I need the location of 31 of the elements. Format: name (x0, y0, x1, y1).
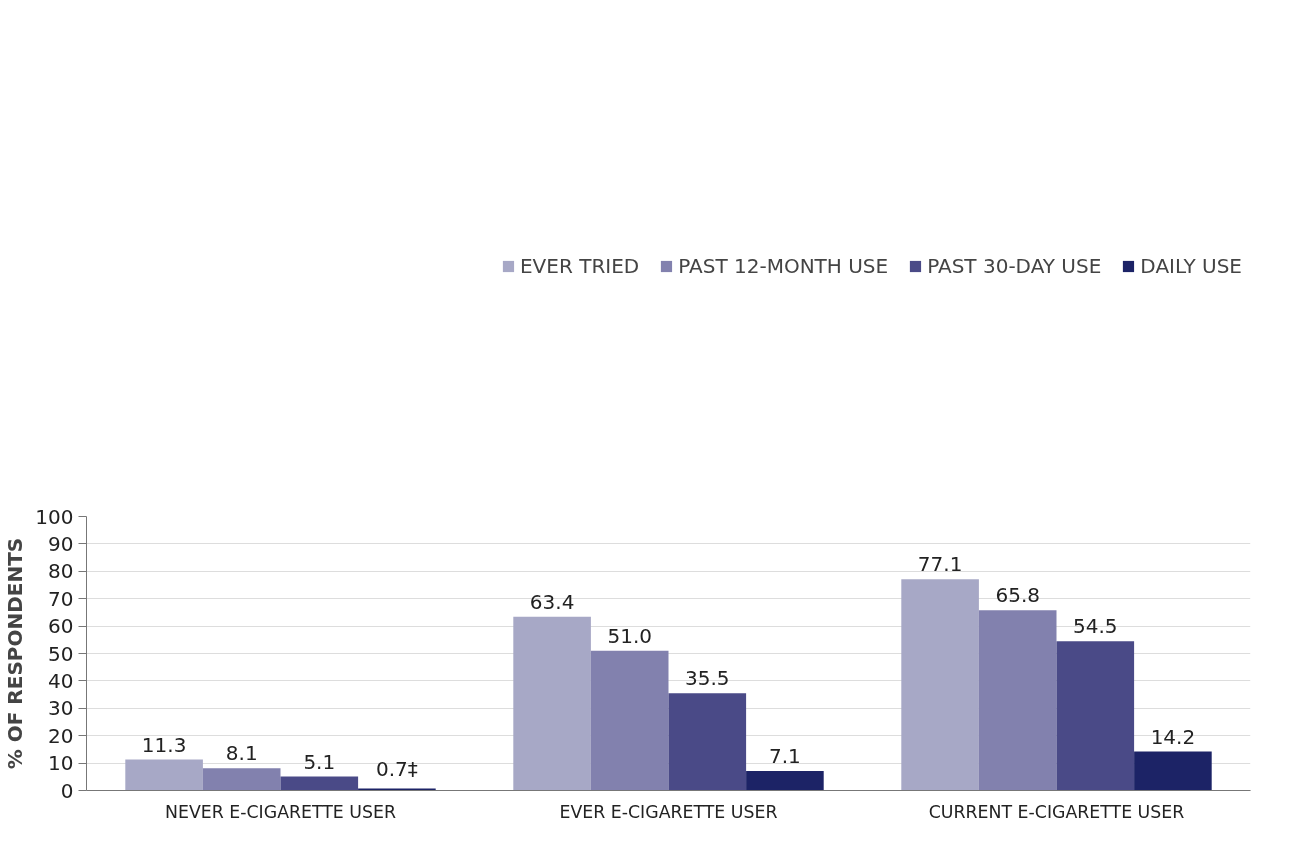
x-tick-label: EVER E-CIGARETTE USER (559, 801, 778, 822)
data-label: 7.1 (769, 744, 801, 769)
y-tick-label: 70 (48, 586, 74, 611)
data-label: 63.4 (529, 589, 575, 614)
legend-label: PAST 12-MONTH USE (678, 254, 889, 278)
legend-label: PAST 30-DAY USE (927, 254, 1102, 278)
data-label: 5.1 (303, 749, 336, 774)
data-label: 54.5 (1073, 614, 1118, 639)
data-label: 8.1 (225, 741, 258, 766)
y-tick-label: 90 (48, 531, 74, 556)
y-tick-label: 50 (48, 641, 74, 666)
x-tick-label: CURRENT E-CIGARETTE USER (928, 801, 1185, 822)
y-axis-title: % OF RESPONDENTS (3, 537, 28, 770)
y-tick-label: 40 (48, 668, 74, 693)
y-tick-label: 0 (60, 778, 74, 803)
legend-label: EVER TRIED (519, 254, 640, 278)
y-tick-label: 30 (48, 696, 74, 721)
data-label: 11.3 (141, 732, 187, 757)
y-tick-label: 80 (48, 559, 74, 584)
data-label: 77.1 (917, 552, 963, 577)
data-label: 0.7‡ (376, 756, 418, 781)
data-label: 51.0 (607, 623, 652, 648)
legend-label: DAILY USE (1140, 254, 1242, 278)
y-tick-label: 20 (48, 723, 74, 748)
y-tick-label: 100 (35, 504, 74, 529)
data-label: 35.5 (685, 666, 730, 691)
data-label: 14.2 (1150, 724, 1196, 749)
data-label: 65.8 (995, 583, 1040, 608)
y-tick-label: 60 (48, 614, 74, 639)
y-tick-label: 10 (48, 751, 74, 776)
x-tick-label: NEVER E-CIGARETTE USER (165, 801, 396, 822)
